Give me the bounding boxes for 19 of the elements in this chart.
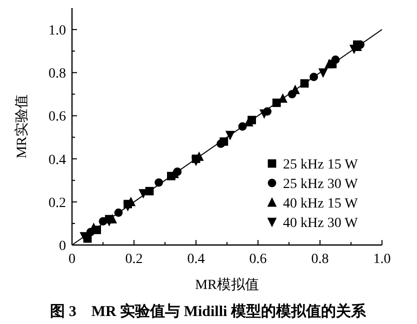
legend-label: 40 kHz 30 W [283,216,359,231]
x-tick-label: 0.8 [311,252,329,267]
legend-label: 40 kHz 15 W [283,196,359,212]
y-tick-label: 0.2 [48,196,66,211]
y-tick-label: 1.0 [48,24,66,39]
x-tick-label: 0.6 [249,252,267,267]
y-tick-label: 0 [59,239,66,254]
text: 图 3 MR 实验值与 Midilli 模型的模拟值的关系 [50,302,367,320]
x-tick-label: 0.4 [187,252,205,267]
y-tick-label: 0.6 [48,110,66,125]
x-tick-label: 1.0 [373,252,391,267]
legend-label: 25 kHz 15 W [283,158,359,172]
y-tick-label: 0.4 [48,152,66,168]
x-axis-title: MR模拟值 [195,277,259,293]
y-axis-title: MR实验值 [14,94,30,158]
legend-label: 25 kHz 30 W [283,177,359,192]
x-tick-label: 0 [68,252,76,267]
y-tick-label: 0.8 [48,66,66,82]
x-tick-label: 0.2 [125,252,143,267]
